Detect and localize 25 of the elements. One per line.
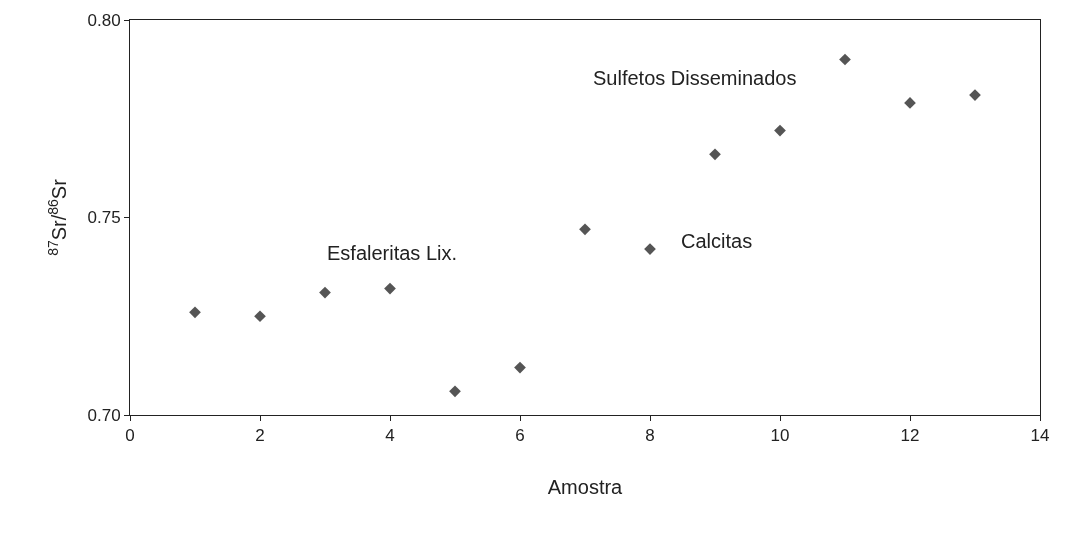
x-tick-label: 14 — [1030, 426, 1050, 446]
point — [189, 306, 201, 319]
y-tick-label: 0.80 — [87, 10, 121, 30]
point — [384, 282, 396, 295]
y-tick-label: 0.70 — [87, 405, 121, 425]
annotation: Calcitas — [681, 230, 753, 252]
point — [514, 361, 526, 374]
point — [839, 53, 851, 66]
y-tick-label: 0.75 — [87, 208, 121, 228]
point — [254, 310, 266, 323]
point — [319, 286, 331, 299]
x-tick-label: 10 — [770, 426, 790, 446]
x-axis-title: Amostra — [547, 475, 624, 498]
x-tick-label: 8 — [645, 426, 655, 446]
annotation: Esfaleritas Lix. — [327, 242, 458, 264]
x-tick-label: 0 — [125, 426, 135, 446]
x-tick-label: 2 — [255, 426, 265, 446]
x-tick-label: 12 — [900, 426, 920, 446]
point — [579, 223, 591, 236]
x-tick-label: 6 — [515, 426, 525, 446]
point — [709, 148, 721, 161]
x-tick-label: 4 — [385, 426, 395, 446]
annotation: Sulfetos Disseminados — [593, 67, 797, 89]
point — [774, 124, 786, 137]
point — [449, 385, 461, 398]
